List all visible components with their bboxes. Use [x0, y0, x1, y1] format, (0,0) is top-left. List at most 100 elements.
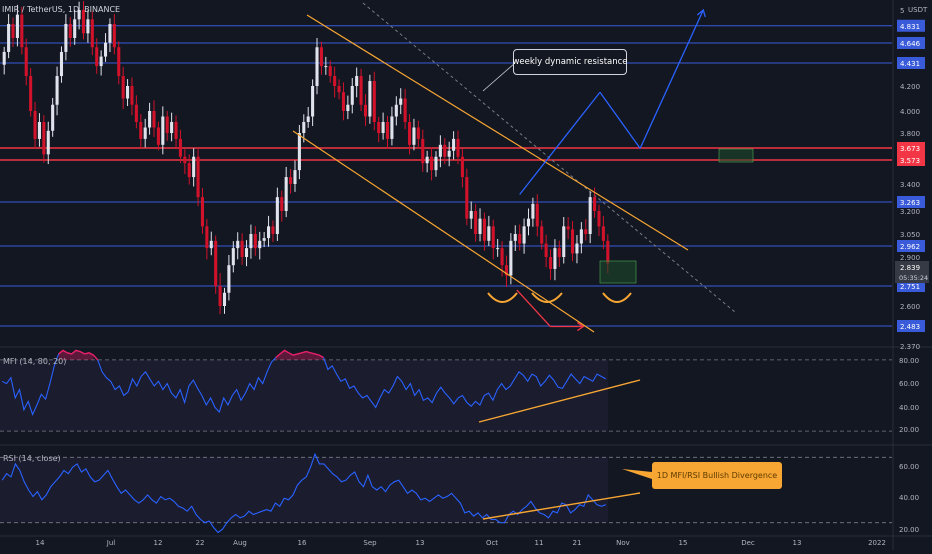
time-tick-label: Nov — [616, 539, 630, 547]
price-tick-label: 2.600 — [900, 303, 920, 311]
time-tick-label: 22 — [196, 539, 205, 547]
candle-down — [606, 240, 610, 264]
candle-up — [59, 51, 64, 77]
time-tick-label: 21 — [573, 539, 582, 547]
candle-down — [456, 138, 460, 157]
candle-up — [438, 144, 442, 157]
candle-down — [42, 122, 46, 155]
candle-up — [513, 234, 517, 241]
overbought-line — [58, 349, 324, 361]
candle-down — [482, 218, 486, 241]
candle-up — [297, 133, 301, 171]
candle-up — [86, 19, 90, 34]
overbought-fill — [71, 350, 76, 360]
candle-up — [209, 240, 213, 249]
candle-down — [544, 243, 548, 257]
candle-down — [403, 98, 407, 122]
candle-up — [522, 226, 526, 244]
time-tick-label: Aug — [233, 539, 247, 547]
candle-down — [571, 229, 575, 254]
candle-down — [183, 156, 187, 164]
time-tick-label: 13 — [416, 539, 425, 547]
projection-path — [516, 289, 551, 327]
candle-up — [390, 116, 394, 139]
candle-up — [161, 116, 165, 145]
candle-up — [355, 76, 359, 86]
time-tick-label: 13 — [793, 539, 802, 547]
candle-up — [126, 86, 130, 99]
level-price-label: 4.831 — [900, 23, 920, 31]
time-tick-label: 14 — [36, 539, 45, 547]
note-pointer — [622, 469, 652, 479]
candle-up — [267, 226, 271, 239]
candle-down — [372, 81, 376, 122]
candle-up — [478, 218, 482, 234]
candle-up — [553, 248, 557, 269]
candle-down — [566, 226, 570, 230]
candle-down — [593, 197, 597, 211]
time-tick-label: Sep — [363, 539, 377, 547]
candle-down — [218, 286, 222, 306]
level-price-tag — [897, 19, 925, 32]
candle-up — [55, 76, 59, 105]
candle-up — [588, 197, 592, 234]
bottom-arc — [487, 292, 518, 303]
resistance-callout[interactable]: weekly dynamic resistance — [512, 49, 628, 75]
symbol-title[interactable]: IMIR / TetherUS, 1D, BINANCE — [2, 5, 121, 14]
candle-down — [430, 156, 434, 171]
level-price-label: 3.263 — [900, 199, 920, 207]
candle-down — [33, 111, 37, 139]
candle-up — [284, 177, 288, 211]
projection-path — [519, 91, 601, 195]
price-tick-label: 5 — [900, 7, 904, 15]
candle-up — [170, 122, 174, 133]
candle-up — [275, 197, 279, 234]
candle-up — [148, 111, 152, 128]
candle-down — [90, 19, 94, 48]
lower-channel-line — [292, 130, 595, 333]
candle-up — [2, 51, 6, 65]
mfi-pane-title[interactable]: MFI (14, 80, 20) — [3, 357, 67, 366]
candle-up — [311, 86, 315, 117]
candle-down — [540, 226, 544, 244]
candle-up — [51, 104, 55, 131]
divergence-note[interactable]: 1D MFI/RSI Bullish Divergence — [652, 462, 782, 489]
candle-up — [447, 150, 451, 157]
bar-countdown-label: 05:35:24 — [899, 274, 928, 282]
candle-up — [562, 226, 566, 257]
projection-path — [639, 9, 704, 149]
candle-down — [319, 47, 323, 67]
projection-path — [599, 91, 641, 149]
candle-up — [192, 156, 196, 178]
candle-down — [139, 122, 143, 139]
last-price-label: 2.839 — [900, 264, 920, 272]
candle-up — [412, 127, 416, 145]
price-tick-label: 3.800 — [900, 130, 920, 138]
indicator-tick-label: 60.00 — [899, 380, 919, 388]
rsi-pane-title[interactable]: RSI (14, close) — [3, 454, 61, 463]
overbought-fill — [301, 351, 307, 360]
candle-up — [509, 240, 513, 276]
candle-down — [112, 23, 116, 48]
horizontal-levels — [0, 25, 892, 327]
candle-up — [143, 127, 147, 139]
candle-down — [68, 23, 72, 38]
candle-up — [315, 47, 319, 86]
candle-down — [407, 122, 412, 145]
candle-down — [214, 240, 218, 287]
pattern-drawings — [292, 8, 754, 333]
price-tick-label: 2.900 — [900, 254, 920, 262]
candle-down — [196, 156, 200, 198]
level-price-label: 4.431 — [900, 60, 920, 68]
overbought-fill — [297, 352, 302, 360]
candle-down — [200, 197, 205, 227]
candle-up — [227, 265, 231, 293]
candle-up — [368, 81, 372, 117]
time-tick-label: 11 — [535, 539, 544, 547]
candle-up — [487, 226, 491, 241]
candle-up — [350, 86, 354, 105]
overbought-fill — [310, 352, 315, 360]
indicator-band-fill — [0, 457, 608, 523]
level-price-tag — [897, 37, 925, 49]
